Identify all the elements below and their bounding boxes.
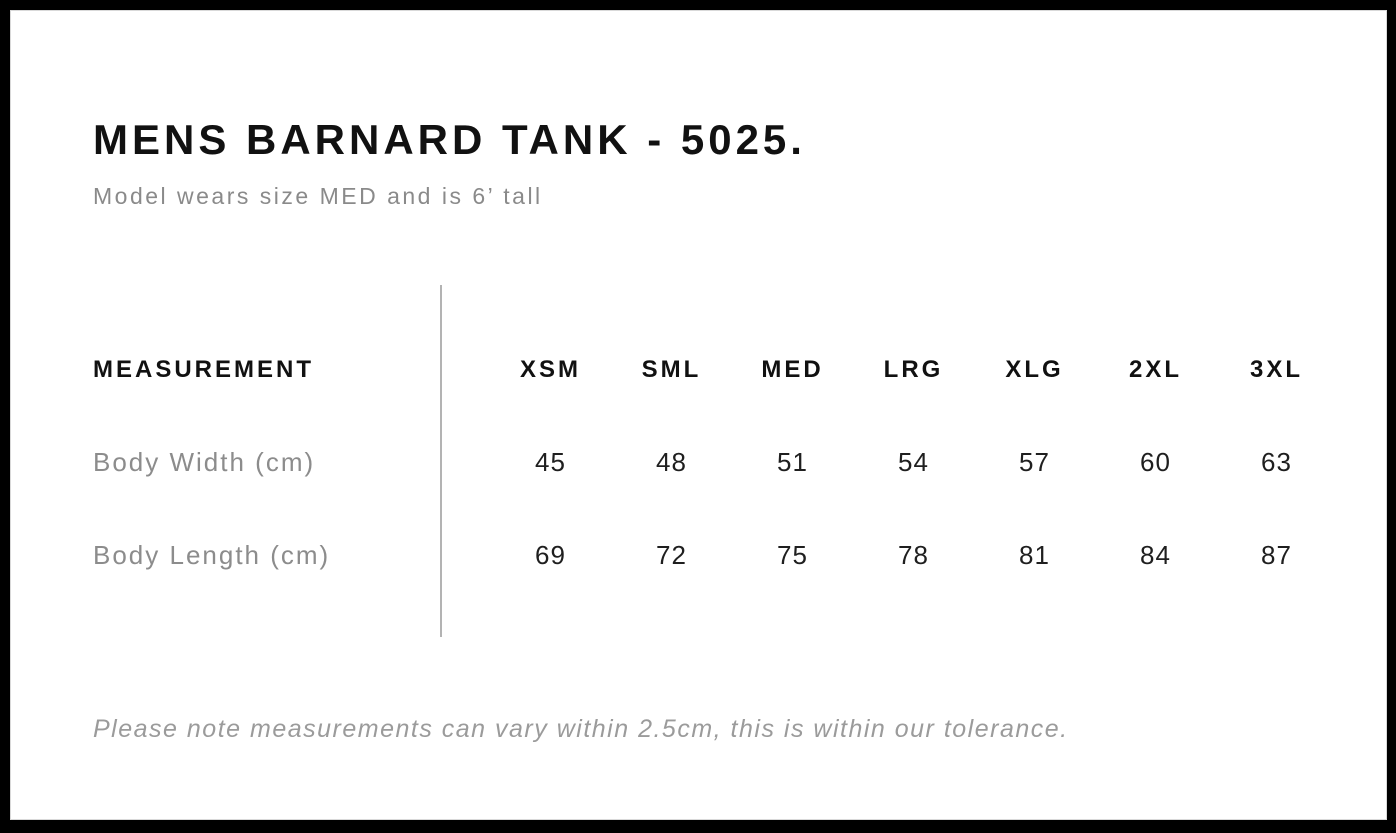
column-header-measurement: MEASUREMENT	[93, 355, 315, 383]
column-header-med: MED	[761, 355, 824, 383]
size-table: MEASUREMENT XSM SML MED LRG XLG 2XL 3XL …	[93, 323, 1337, 602]
body-length-sml: 72	[656, 540, 687, 570]
column-header-sml: SML	[641, 355, 702, 383]
body-length-2xl: 84	[1140, 540, 1171, 570]
page-title: MENS BARNARD TANK - 5025.	[93, 116, 806, 163]
column-header-2xl: 2XL	[1128, 355, 1182, 383]
column-header-3xl: 3XL	[1249, 355, 1303, 383]
body-width-xsm: 45	[535, 447, 566, 477]
body-width-xlg: 57	[1019, 447, 1050, 477]
body-length-xsm: 69	[535, 540, 566, 570]
body-width-2xl: 60	[1140, 447, 1171, 477]
body-length-med: 75	[777, 540, 808, 570]
body-length-xlg: 81	[1019, 540, 1050, 570]
column-header-xsm: XSM	[519, 355, 581, 383]
body-width-med: 51	[777, 447, 808, 477]
column-header-xlg: XLG	[1005, 355, 1064, 383]
body-width-lrg: 54	[898, 447, 929, 477]
model-size-note: Model wears size MED and is 6’ tall	[93, 183, 543, 209]
tolerance-note: Please note measurements can vary within…	[93, 715, 1069, 743]
body-width-3xl: 63	[1261, 447, 1292, 477]
row-label-body-width: Body Width (cm)	[93, 447, 316, 477]
body-length-lrg: 78	[898, 540, 929, 570]
body-width-sml: 48	[656, 447, 687, 477]
body-length-3xl: 87	[1261, 540, 1292, 570]
column-header-lrg: LRG	[883, 355, 944, 383]
table-vertical-divider	[440, 285, 442, 637]
row-label-body-length: Body Length (cm)	[93, 540, 331, 570]
